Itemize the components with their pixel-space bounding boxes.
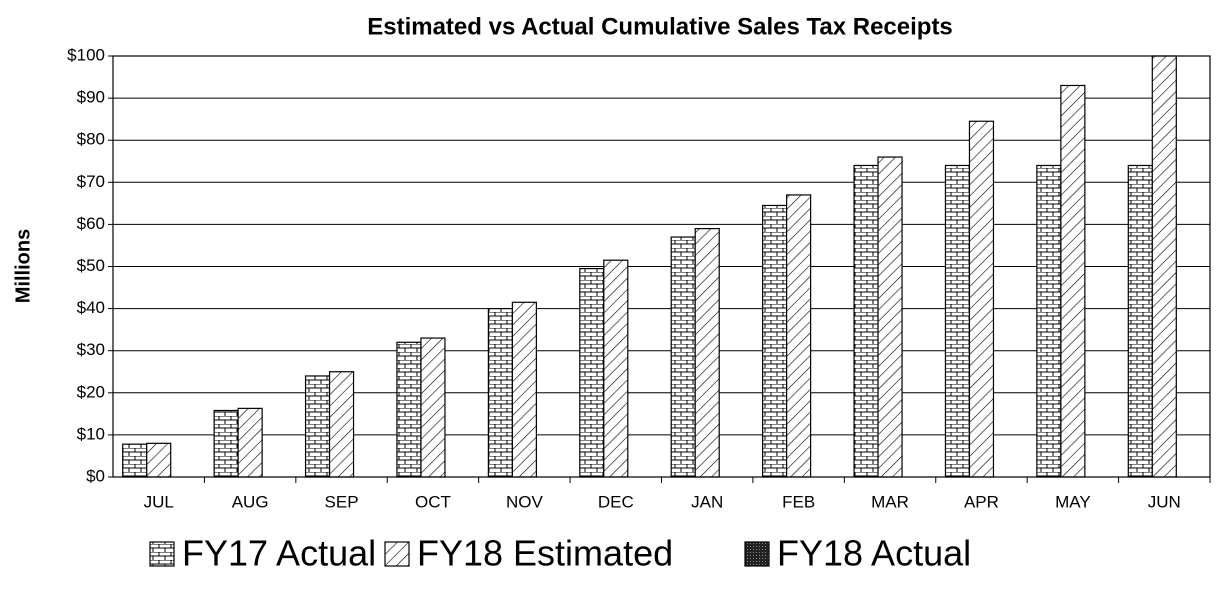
bar	[146, 442, 172, 478]
bar	[511, 301, 537, 478]
y-tick-label: $60	[77, 214, 105, 233]
bar	[1060, 84, 1086, 478]
legend-label: FY18 Estimated	[417, 533, 673, 574]
y-tick-label: $0	[86, 466, 105, 485]
x-tick-label: FEB	[782, 492, 815, 511]
bar	[237, 407, 263, 478]
bar	[213, 409, 239, 478]
bar	[579, 268, 605, 478]
y-tick-label: $40	[77, 298, 105, 317]
bar	[304, 375, 331, 478]
x-tick-label: JUL	[144, 492, 174, 511]
bar	[853, 164, 879, 478]
bar	[968, 120, 995, 478]
bar	[694, 228, 720, 478]
chart-title: Estimated vs Actual Cumulative Sales Tax…	[367, 13, 953, 40]
y-tick-label: $10	[77, 424, 105, 443]
y-tick-label: $30	[77, 340, 105, 359]
legend-swatch	[744, 541, 770, 567]
y-tick-label: $50	[77, 256, 105, 275]
bar	[786, 194, 812, 478]
y-tick-label: $100	[67, 45, 105, 64]
bar	[944, 164, 971, 478]
bar	[670, 236, 696, 478]
x-tick-label: SEP	[325, 492, 359, 511]
x-tick-label: AUG	[232, 492, 269, 511]
y-tick-label: $70	[77, 172, 105, 191]
legend-swatch	[149, 541, 175, 567]
bar	[487, 308, 513, 478]
bar	[328, 371, 355, 478]
x-tick-label: JAN	[691, 492, 723, 511]
legend-swatch	[384, 541, 410, 567]
y-tick-label: $80	[77, 130, 105, 149]
bar	[420, 337, 446, 478]
bar	[1151, 55, 1177, 478]
bar	[762, 204, 788, 478]
legend-label: FY17 Actual	[182, 533, 376, 574]
x-tick-label: APR	[964, 492, 999, 511]
bar	[122, 443, 148, 478]
x-tick-label: NOV	[506, 492, 544, 511]
bar	[1127, 164, 1153, 478]
x-tick-label: JUN	[1148, 492, 1181, 511]
bar	[877, 156, 903, 478]
x-tick-label: MAR	[871, 492, 909, 511]
x-tick-label: DEC	[598, 492, 634, 511]
x-tick-label: MAY	[1055, 492, 1091, 511]
y-tick-label: $90	[77, 88, 105, 107]
bar	[396, 341, 422, 478]
legend-label: FY18 Actual	[777, 533, 971, 574]
bar	[1036, 164, 1062, 478]
plot-border	[112, 55, 1211, 478]
bar	[603, 259, 629, 478]
x-tick-label: OCT	[415, 492, 451, 511]
y-axis-label: Millions	[12, 229, 34, 303]
y-tick-label: $20	[77, 382, 105, 401]
